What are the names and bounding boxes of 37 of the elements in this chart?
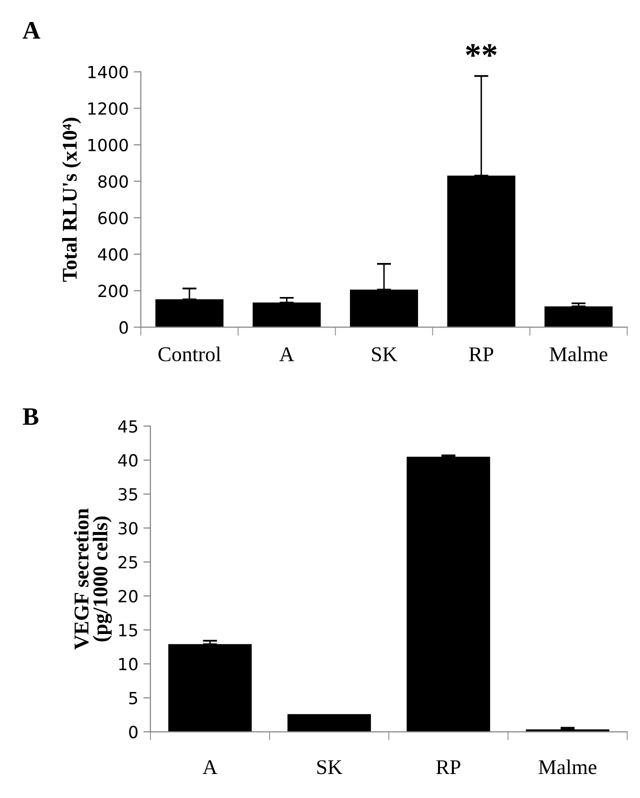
bar: [406, 456, 490, 732]
bar: [544, 306, 613, 328]
y-axis-title: VEGF secretion (pg/1000 cells): [74, 508, 112, 650]
x-tick-label: A: [202, 760, 218, 774]
text: B: [22, 408, 38, 425]
annotation: **: [466, 44, 497, 57]
y-tick-label: 600: [98, 212, 128, 224]
y-tick-label: 400: [98, 248, 128, 261]
text: A: [22, 22, 40, 39]
bar: [287, 714, 371, 732]
y-tick-label: 1400: [88, 66, 128, 78]
x-tick-label: RP: [436, 760, 460, 774]
y-tick-label: 5: [129, 692, 138, 704]
y-tick-label: 1200: [88, 102, 128, 115]
y-tick-label: 800: [98, 175, 128, 188]
y-tick-label: 0: [129, 726, 138, 738]
y-tick-label: 45: [118, 420, 138, 433]
y-tick-label: 25: [118, 556, 138, 569]
x-tick-label: Control: [158, 346, 221, 362]
y-tick-label: 40: [118, 454, 138, 467]
x-tick-label: Malme: [538, 760, 596, 774]
y-tick-label: 0: [119, 321, 128, 334]
x-tick-label: SK: [372, 347, 398, 362]
y-axis-title: Total RLU's (x10⁴): [62, 118, 82, 282]
y-tick-label: 20: [118, 590, 138, 602]
x-tick-label: RP: [469, 347, 494, 362]
y-tick-label: 15: [119, 624, 138, 636]
y-tick-label: 10: [119, 658, 138, 670]
x-tick-label: SK: [317, 760, 342, 774]
y-tick-label: 30: [118, 522, 138, 535]
bar: [168, 644, 252, 732]
y-tick-label: 1000: [88, 138, 128, 152]
y-tick-label: 35: [118, 488, 138, 501]
y-tick-label: 200: [98, 284, 128, 298]
x-tick-label: A: [279, 347, 294, 362]
bar: [252, 302, 321, 328]
x-tick-label: Malme: [550, 346, 608, 362]
